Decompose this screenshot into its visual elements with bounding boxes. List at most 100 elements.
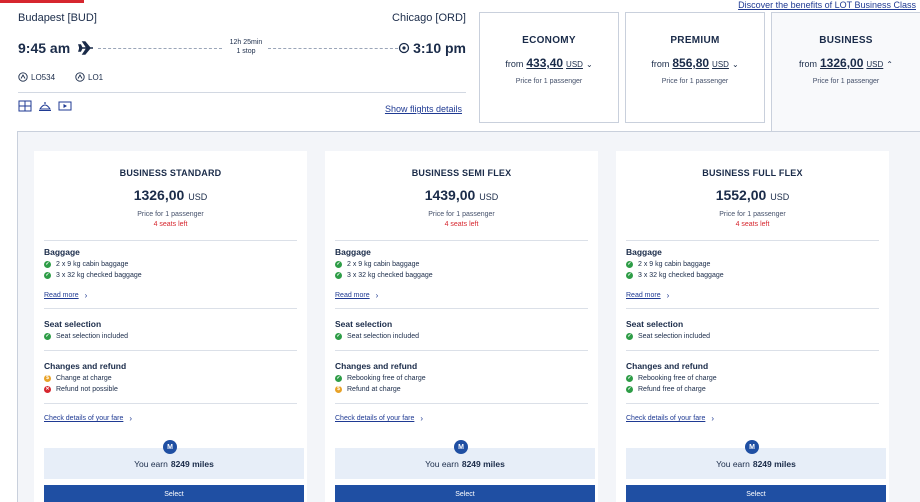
destination-city: Chicago [ORD] (392, 12, 466, 24)
check-details-link[interactable]: Check details of your fare › (335, 414, 588, 423)
cabin-tab-business[interactable]: BUSINESS from 1326,00 USD ⌃ Price for 1 … (771, 12, 920, 132)
read-more-link[interactable]: Read more › (44, 291, 297, 300)
select-button[interactable]: Select (44, 485, 304, 502)
chevron-right-icon: › (666, 291, 670, 300)
flight-number-label: LO1 (88, 72, 104, 82)
flight-number-1: LO534 (18, 72, 55, 82)
feature-text: 2 x 9 kg cabin baggage (638, 261, 711, 268)
chevron-right-icon: › (420, 414, 424, 423)
flight-summary: Budapest [BUD] Chicago [ORD] 9:45 am 12h… (18, 12, 466, 132)
show-flight-details-link[interactable]: Show flights details (384, 104, 462, 114)
miles-badge-icon: M (454, 440, 468, 454)
chevron-down-icon: ⌄ (585, 60, 593, 69)
feature-item: ✓ 2 x 9 kg cabin baggage (626, 261, 879, 268)
divider (44, 240, 297, 241)
check-details-text[interactable]: Check details of your fare (626, 415, 706, 422)
check-icon: ✓ (626, 272, 633, 279)
check-icon: ✓ (44, 272, 51, 279)
feature-text: 3 x 32 kg checked baggage (347, 272, 433, 279)
entertainment-icon (58, 101, 72, 111)
lot-logo-icon (18, 72, 28, 82)
check-icon: ✓ (626, 386, 633, 393)
chevron-right-icon: › (129, 414, 133, 423)
changes-section: Changes and refund ✓ Rebooking free of ch… (616, 361, 889, 393)
cabin-price: from 433,40 USD ⌄ (480, 56, 618, 70)
divider (335, 308, 588, 309)
feature-item: ✓ 3 x 32 kg checked baggage (44, 272, 297, 279)
feature-text: Refund at charge (347, 386, 401, 393)
read-more-link[interactable]: Read more › (626, 291, 879, 300)
select-button[interactable]: Select (626, 485, 886, 502)
read-more-link[interactable]: Read more › (335, 291, 588, 300)
fare-title: BUSINESS SEMI FLEX (411, 168, 512, 178)
cabin-price-amount: 433,40 (526, 56, 564, 70)
cabin-price: from 1326,00 USD ⌃ (772, 56, 920, 70)
miles-value: 8249 miles (170, 458, 214, 469)
amenities-row (18, 100, 72, 112)
cabin-price-amount: 856,80 (672, 56, 710, 70)
fare-card-business-full-flex: BUSINESS FULL FLEX 1552,00 USD Price for… (616, 151, 889, 502)
seat-section: Seat selection ✓ Seat selection included (616, 319, 889, 340)
meal-icon (39, 102, 51, 111)
divider (626, 350, 879, 351)
cabin-tab-economy[interactable]: ECONOMY from 433,40 USD ⌄ Price for 1 pa… (479, 12, 619, 123)
section-title: Changes and refund (44, 361, 127, 371)
feature-text: Seat selection included (56, 333, 128, 340)
check-details-text[interactable]: Check details of your fare (44, 415, 124, 422)
check-details-text[interactable]: Check details of your fare (335, 415, 415, 422)
section-title: Baggage (626, 247, 662, 257)
discover-business-link[interactable]: Discover the benefits of LOT Business Cl… (738, 0, 916, 10)
cabin-title: PREMIUM (670, 35, 720, 46)
section-title: Baggage (44, 247, 80, 257)
feature-item: ✓ 3 x 32 kg checked baggage (335, 272, 588, 279)
select-button[interactable]: Select (335, 485, 595, 502)
cabin-from: from (651, 59, 670, 69)
cabin-price-note: Price for 1 passenger (812, 78, 880, 85)
feature-text: 2 x 9 kg cabin baggage (56, 261, 129, 268)
read-more-text[interactable]: Read more (335, 292, 370, 299)
miles-prefix: You earn (716, 458, 750, 469)
check-details-link[interactable]: Check details of your fare › (626, 414, 879, 423)
miles-prefix: You earn (425, 458, 459, 469)
feature-item: ✓ 3 x 32 kg checked baggage (626, 272, 879, 279)
check-details-section: Check details of your fare › (616, 414, 889, 423)
fare-price: 1439,00 USD (325, 187, 598, 203)
feature-item: ✓ Refund free of charge (626, 386, 879, 393)
read-more-text[interactable]: Read more (626, 292, 661, 299)
duration-text: 12h 25min (229, 39, 263, 46)
divider (626, 240, 879, 241)
section-title: Seat selection (44, 319, 102, 329)
top-accent-bar (0, 0, 84, 3)
read-more-text[interactable]: Read more (44, 292, 79, 299)
feature-text: Refund free of charge (638, 386, 706, 393)
feature-text: 2 x 9 kg cabin baggage (347, 261, 420, 268)
feature-text: Refund not possible (56, 386, 118, 393)
check-icon: ✓ (335, 272, 342, 279)
cabin-price-currency: USD (566, 60, 583, 69)
baggage-section: Baggage ✓ 2 x 9 kg cabin baggage ✓ 3 x 32 … (34, 247, 307, 300)
divider (335, 350, 588, 351)
stops-text: 1 stop (236, 48, 256, 55)
seats-left: 4 seats left (153, 221, 188, 228)
fare-price-note: Price for 1 passenger (719, 211, 786, 218)
miles-value: 8249 miles (752, 458, 796, 469)
fare-price-note: Price for 1 passenger (428, 211, 495, 218)
fare-price: 1552,00 USD (616, 187, 889, 203)
cabin-tab-premium[interactable]: PREMIUM from 856,80 USD ⌄ Price for 1 pa… (625, 12, 765, 123)
dollar-icon: $ (335, 386, 342, 393)
miles-earned-bar: You earn 8249 miles (626, 448, 886, 479)
fare-price-note: Price for 1 passenger (137, 211, 204, 218)
baggage-section: Baggage ✓ 2 x 9 kg cabin baggage ✓ 3 x 32 … (616, 247, 889, 300)
chevron-right-icon: › (375, 291, 379, 300)
cabin-from: from (505, 59, 524, 69)
changes-section: Changes and refund $ Change at charge ✕ Re… (34, 361, 307, 393)
origin-city: Budapest [BUD] (18, 12, 97, 24)
cabin-price-currency: USD (866, 60, 884, 69)
section-title: Changes and refund (626, 361, 709, 371)
divider (44, 403, 297, 404)
check-details-link[interactable]: Check details of your fare › (44, 414, 297, 423)
feature-text: Change at charge (56, 375, 112, 382)
divider (335, 403, 588, 404)
cabin-price-note: Price for 1 passenger (515, 78, 583, 85)
cabin-price-note: Price for 1 passenger (661, 78, 729, 85)
